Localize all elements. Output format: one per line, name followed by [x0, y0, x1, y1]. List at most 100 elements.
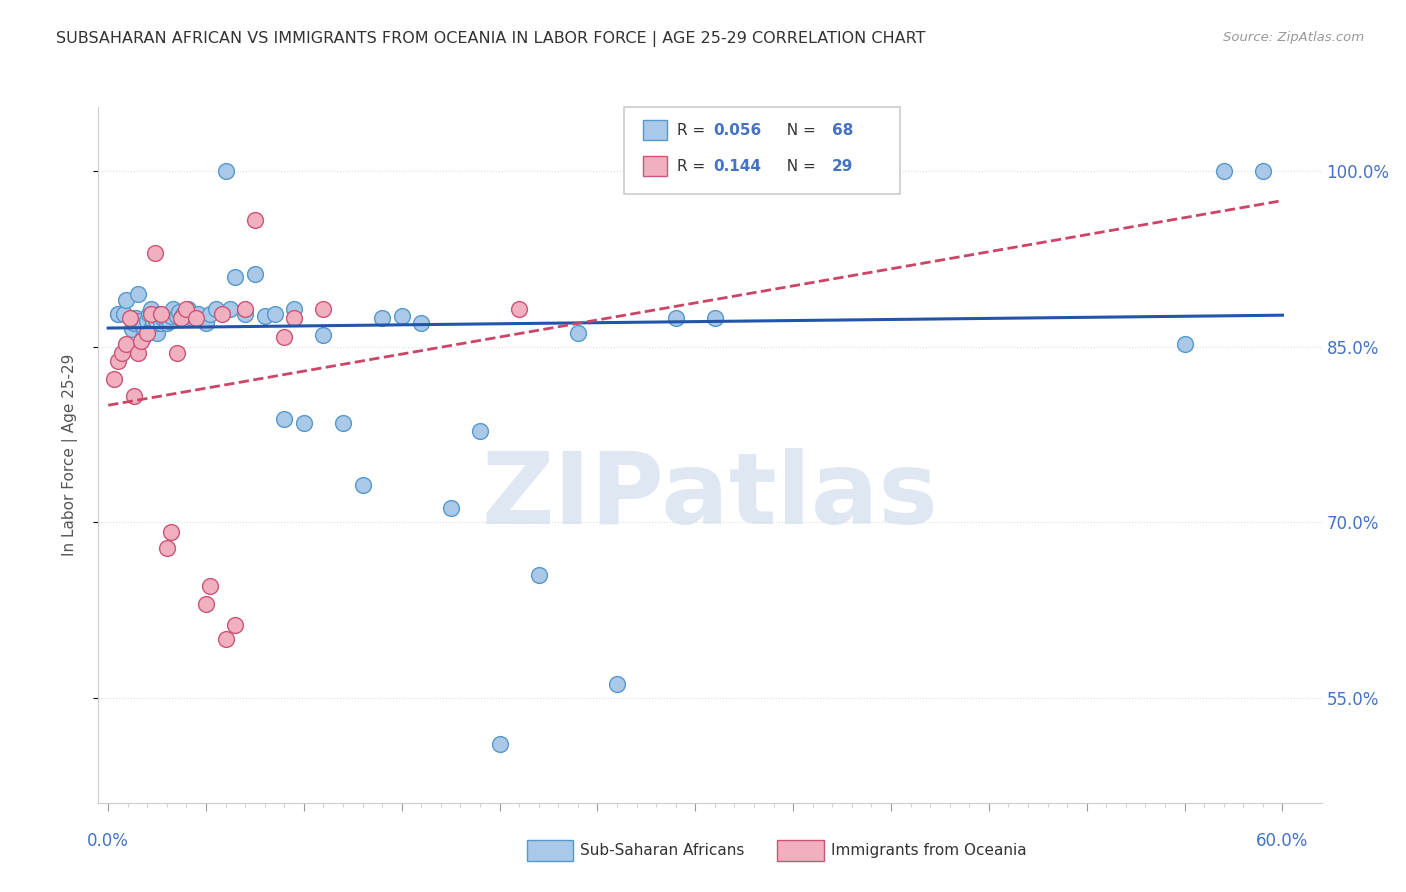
Point — [121, 322, 143, 336]
Point — [703, 310, 725, 325]
Point — [391, 310, 413, 324]
Bar — [643, 156, 666, 176]
Point — [198, 307, 221, 321]
Text: N =: N = — [778, 159, 821, 174]
Point — [156, 541, 179, 555]
Point — [283, 310, 305, 325]
Point — [1174, 337, 1197, 351]
Point — [312, 328, 335, 343]
Point — [273, 330, 295, 344]
Point — [143, 310, 166, 325]
Point — [176, 307, 198, 321]
Bar — [643, 120, 666, 140]
Text: 0.0%: 0.0% — [87, 832, 129, 850]
Point — [160, 310, 183, 324]
Point — [107, 307, 129, 321]
Point — [214, 164, 236, 178]
Point — [440, 501, 463, 516]
Point — [186, 310, 208, 325]
Point — [114, 293, 136, 307]
Point — [146, 326, 169, 340]
Text: Source: ZipAtlas.com: Source: ZipAtlas.com — [1223, 31, 1364, 45]
Point — [122, 389, 145, 403]
Point — [136, 314, 159, 328]
Point — [233, 307, 256, 321]
Text: ZIPatlas: ZIPatlas — [482, 448, 938, 545]
Text: 68: 68 — [832, 122, 853, 137]
Point — [332, 416, 354, 430]
Point — [527, 567, 550, 582]
Point — [176, 302, 198, 317]
Point — [132, 330, 155, 344]
Text: 0.056: 0.056 — [713, 122, 762, 137]
Point — [567, 326, 589, 340]
Point — [198, 579, 221, 593]
Point — [218, 302, 240, 317]
Point — [150, 307, 173, 321]
Point — [156, 310, 179, 325]
Point — [167, 304, 190, 318]
Point — [121, 310, 143, 325]
Point — [181, 310, 204, 325]
Point — [141, 307, 163, 321]
Point — [111, 345, 134, 359]
Point — [1212, 164, 1234, 178]
Point — [186, 310, 208, 325]
Point — [131, 334, 153, 348]
Point — [152, 310, 174, 325]
Point — [160, 524, 183, 539]
Text: 0.144: 0.144 — [713, 159, 761, 174]
Point — [148, 307, 170, 321]
Point — [243, 213, 266, 227]
Text: 29: 29 — [832, 159, 853, 174]
Text: SUBSAHARAN AFRICAN VS IMMIGRANTS FROM OCEANIA IN LABOR FORCE | AGE 25-29 CORRELA: SUBSAHARAN AFRICAN VS IMMIGRANTS FROM OC… — [56, 31, 925, 47]
Point — [263, 307, 285, 321]
Point — [1251, 164, 1274, 178]
Bar — [778, 839, 824, 861]
Point — [312, 302, 335, 317]
Point — [156, 317, 179, 331]
Y-axis label: In Labor Force | Age 25-29: In Labor Force | Age 25-29 — [62, 354, 77, 556]
Point — [762, 164, 785, 178]
Text: 60.0%: 60.0% — [1257, 832, 1309, 850]
Point — [122, 317, 145, 331]
Point — [143, 246, 166, 260]
Point — [124, 310, 146, 325]
Point — [150, 317, 173, 331]
Point — [283, 302, 305, 317]
Point — [292, 416, 315, 430]
Text: Immigrants from Oceania: Immigrants from Oceania — [831, 843, 1026, 857]
Point — [141, 322, 163, 336]
Point — [273, 412, 295, 426]
Point — [118, 310, 141, 325]
Point — [103, 372, 125, 386]
Point — [142, 317, 165, 331]
FancyBboxPatch shape — [624, 107, 900, 194]
Text: R =: R = — [676, 159, 710, 174]
Point — [371, 310, 394, 325]
Text: N =: N = — [778, 122, 821, 137]
Point — [211, 307, 233, 321]
Point — [172, 307, 194, 321]
Point — [224, 269, 246, 284]
Point — [352, 477, 374, 491]
Point — [606, 676, 628, 690]
Point — [468, 424, 491, 438]
Point — [253, 310, 276, 324]
Point — [132, 318, 155, 333]
Point — [243, 267, 266, 281]
Point — [166, 345, 188, 359]
Point — [107, 307, 129, 321]
Point — [127, 314, 149, 328]
Point — [127, 345, 149, 359]
Point — [224, 618, 246, 632]
Point — [146, 317, 169, 331]
Bar — [526, 839, 574, 861]
Point — [112, 307, 135, 321]
Point — [195, 597, 218, 611]
Text: R =: R = — [676, 122, 710, 137]
Point — [107, 353, 129, 368]
Point — [114, 337, 136, 351]
Point — [136, 326, 159, 340]
Point — [162, 302, 184, 317]
